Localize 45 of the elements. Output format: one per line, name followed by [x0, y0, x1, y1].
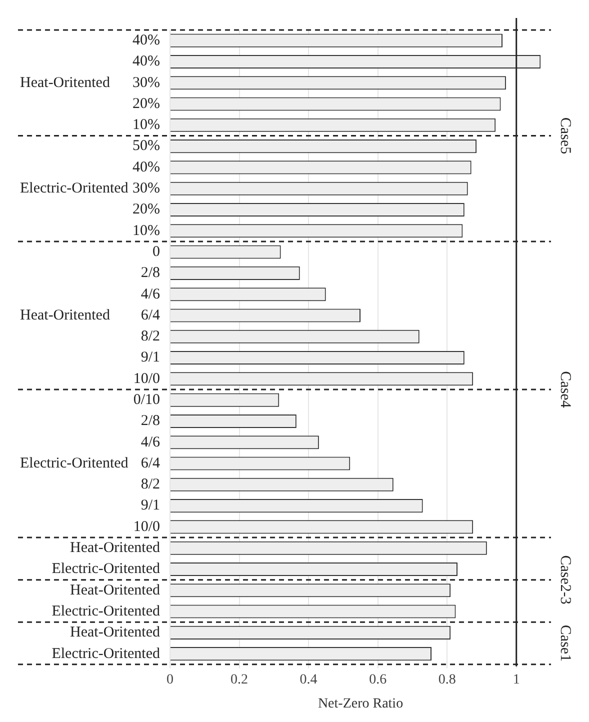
y-tick-label: 8/2	[140, 328, 160, 345]
y-tick-label: 8/2	[140, 476, 160, 493]
y-tick-label: Heat-Oritented	[70, 582, 160, 598]
text: Electric-Oritented	[20, 455, 129, 472]
y-tick-label: 10%	[132, 222, 160, 239]
text: Case4	[557, 371, 574, 408]
y-tick-label: 40%	[132, 159, 160, 176]
text: Case1	[557, 624, 574, 662]
text: Case2-3	[557, 555, 574, 604]
x-tick-label: 0.8	[438, 672, 456, 688]
x-axis-title: Net-Zero Ratio	[318, 696, 404, 712]
y-tick-label: Electric-Oritented	[52, 646, 160, 662]
y-tick-label: 6/4	[140, 307, 160, 324]
text: Electric-Oritented	[20, 180, 129, 197]
y-tick-label: 2/8	[140, 265, 160, 282]
y-tick-label: 10/0	[133, 370, 160, 387]
y-tick-label: 0	[152, 244, 160, 260]
y-tick-label: 20%	[132, 202, 160, 218]
y-tick-label: 50%	[132, 138, 160, 154]
y-tick-label: 10/0	[133, 518, 160, 535]
y-tick-label: 2/8	[140, 413, 160, 430]
y-tick-label: 40%	[132, 32, 160, 49]
y-tick-label: 9/1	[140, 498, 160, 514]
y-tick-label: 10%	[132, 117, 160, 134]
x-tick-label: 1	[512, 672, 520, 688]
x-tick-label: 0	[166, 672, 174, 688]
y-tick-label: Electric-Oritented	[52, 603, 160, 620]
text: Case5	[557, 117, 574, 154]
y-tick-label: 30%	[132, 180, 160, 197]
text: Heat-Oritented	[20, 307, 110, 324]
y-tick-label: 4/6	[140, 286, 160, 302]
x-tick-label: 0.2	[230, 672, 248, 688]
y-tick-label: Electric-Oritented	[52, 561, 160, 578]
y-tick-label: Heat-Oritented	[70, 540, 160, 556]
y-tick-label: 0/10	[133, 392, 160, 408]
y-tick-label: 40%	[132, 54, 160, 70]
y-tick-label: Heat-Oritented	[70, 624, 160, 641]
y-tick-label: 30%	[132, 74, 160, 91]
y-tick-label: 9/1	[140, 350, 160, 366]
text: Heat-Oritented	[20, 74, 110, 91]
y-tick-label: 6/4	[140, 455, 160, 472]
x-tick-label: 0.6	[369, 672, 387, 688]
x-tick-label: 0.4	[300, 672, 318, 688]
y-tick-label: 4/6	[140, 434, 160, 450]
y-tick-label: 20%	[132, 96, 160, 112]
